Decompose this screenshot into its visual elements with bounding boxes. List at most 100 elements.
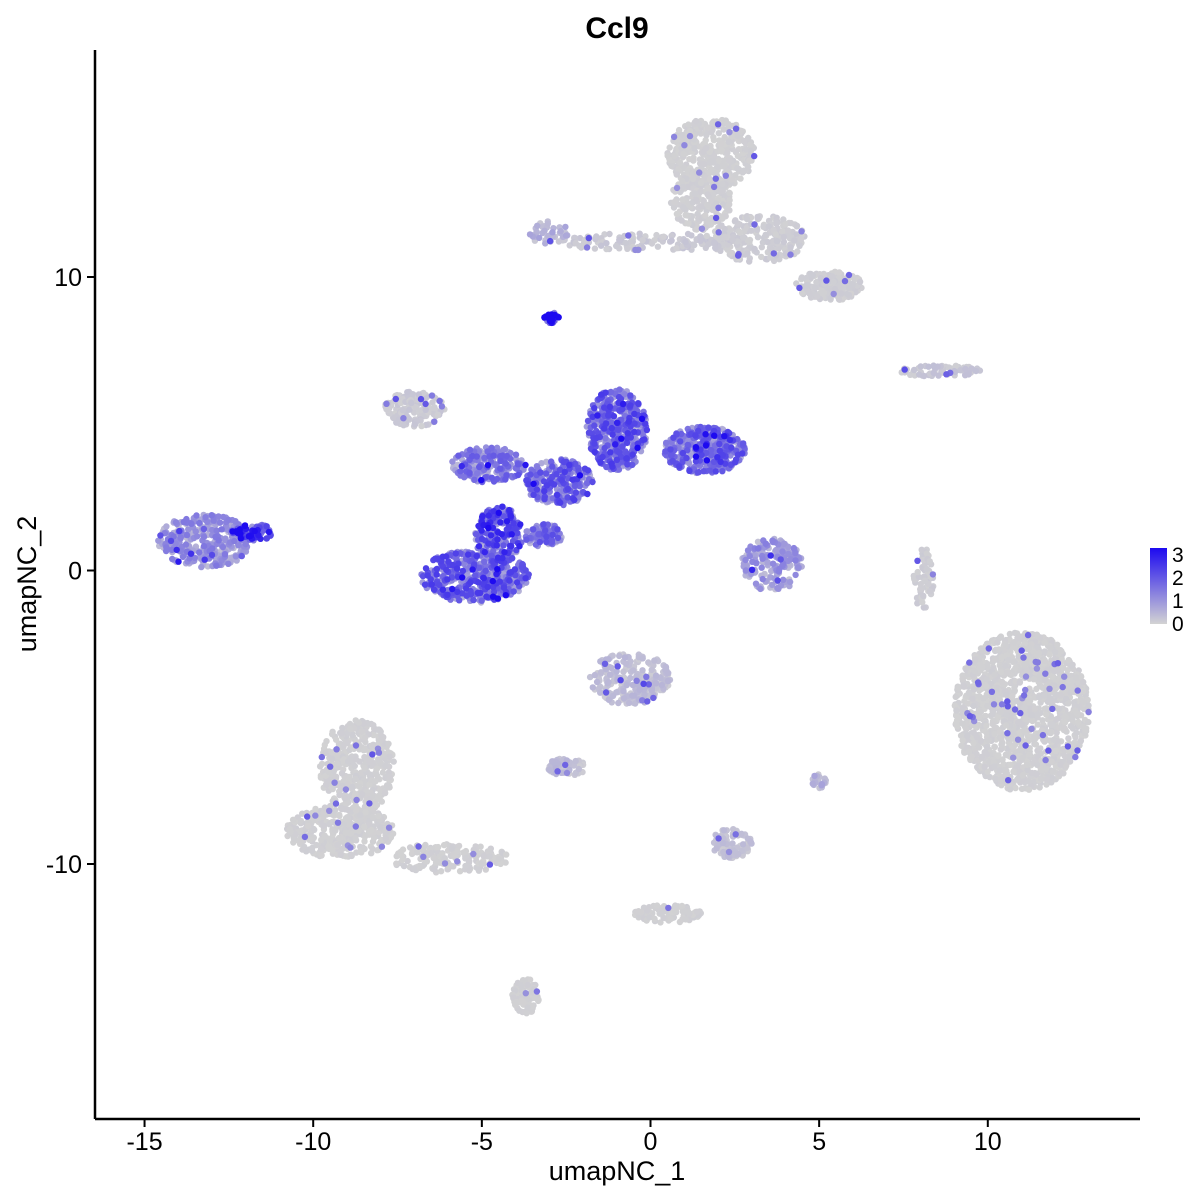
data-point [962, 365, 969, 373]
data-point [1054, 715, 1061, 723]
data-point [325, 843, 332, 850]
data-point [664, 677, 672, 685]
data-point [369, 813, 376, 821]
data-point [1032, 735, 1039, 742]
data-point [708, 129, 715, 136]
data-point [680, 204, 687, 211]
data-point [997, 708, 1004, 716]
data-point [1047, 695, 1054, 702]
data-point [970, 739, 977, 747]
data-point [361, 754, 368, 761]
data-point [620, 668, 627, 675]
data-point [727, 250, 734, 257]
data-point [1077, 737, 1085, 744]
data-point [991, 730, 998, 738]
data-point [926, 588, 934, 595]
data-point [1036, 784, 1043, 791]
data-point [329, 731, 336, 738]
data-point [917, 586, 924, 593]
data-point [368, 826, 375, 834]
data-point [411, 865, 418, 872]
data-point [1032, 741, 1040, 748]
data-point [399, 406, 406, 414]
data-point [1004, 669, 1011, 676]
data-point [651, 657, 658, 664]
data-point [311, 826, 318, 833]
data-point [952, 362, 960, 369]
data-point [622, 660, 630, 667]
data-point [921, 577, 928, 584]
data-point [787, 244, 794, 251]
data-point [1030, 676, 1037, 683]
data-point [356, 848, 364, 855]
data-point [705, 124, 712, 131]
data-point [337, 851, 344, 858]
data-point [524, 981, 532, 989]
data-point [378, 732, 385, 739]
data-point [593, 678, 601, 686]
data-point [1011, 684, 1018, 691]
data-point [1031, 705, 1039, 712]
data-point [688, 232, 695, 239]
data-point [835, 269, 843, 276]
data-point [591, 245, 599, 252]
data-point [665, 669, 672, 677]
data-point [685, 220, 692, 227]
data-point [710, 159, 717, 166]
data-point [680, 150, 687, 157]
data-point [1054, 641, 1061, 648]
data-point [620, 695, 628, 702]
data-point [1048, 721, 1056, 728]
data-point [356, 783, 363, 790]
data-point [814, 293, 821, 300]
data-point [346, 725, 354, 733]
data-point [362, 734, 369, 741]
data-point [1019, 772, 1026, 779]
data-point [970, 686, 977, 693]
data-point [972, 367, 980, 375]
data-point [671, 152, 678, 160]
data-point [785, 227, 792, 234]
data-point [745, 163, 752, 171]
data-point [400, 422, 407, 429]
data-point [706, 169, 713, 177]
data-point [849, 281, 856, 288]
data-point [773, 238, 781, 245]
data-point [368, 850, 375, 857]
data-point [1055, 705, 1063, 712]
data-point [1028, 769, 1036, 777]
data-point [338, 730, 346, 737]
data-point [1033, 685, 1040, 693]
data-point [358, 791, 366, 798]
data-point [1003, 711, 1010, 718]
data-point [658, 681, 665, 689]
data-point [1002, 768, 1009, 775]
data-point [1061, 752, 1068, 759]
data-point [989, 720, 996, 728]
data-point [370, 722, 377, 729]
data-point [597, 242, 605, 249]
data-point [930, 369, 937, 377]
data-point [605, 678, 612, 686]
data-point [697, 179, 705, 187]
data-point [1003, 691, 1010, 699]
data-point [1012, 664, 1019, 671]
data-point [651, 915, 658, 922]
data-point [606, 230, 613, 238]
data-point [979, 663, 986, 671]
data-point [829, 273, 836, 280]
data-point [653, 231, 660, 239]
data-point [722, 117, 729, 124]
data-point [362, 832, 369, 839]
data-point [678, 217, 685, 224]
data-point [690, 157, 697, 164]
data-point [991, 656, 998, 663]
data-point [1054, 667, 1062, 674]
data-point [1041, 657, 1049, 665]
data-point [813, 278, 820, 286]
data-point [620, 688, 627, 695]
data-point [1005, 656, 1012, 664]
data-point [724, 149, 731, 157]
data-point [717, 140, 725, 147]
